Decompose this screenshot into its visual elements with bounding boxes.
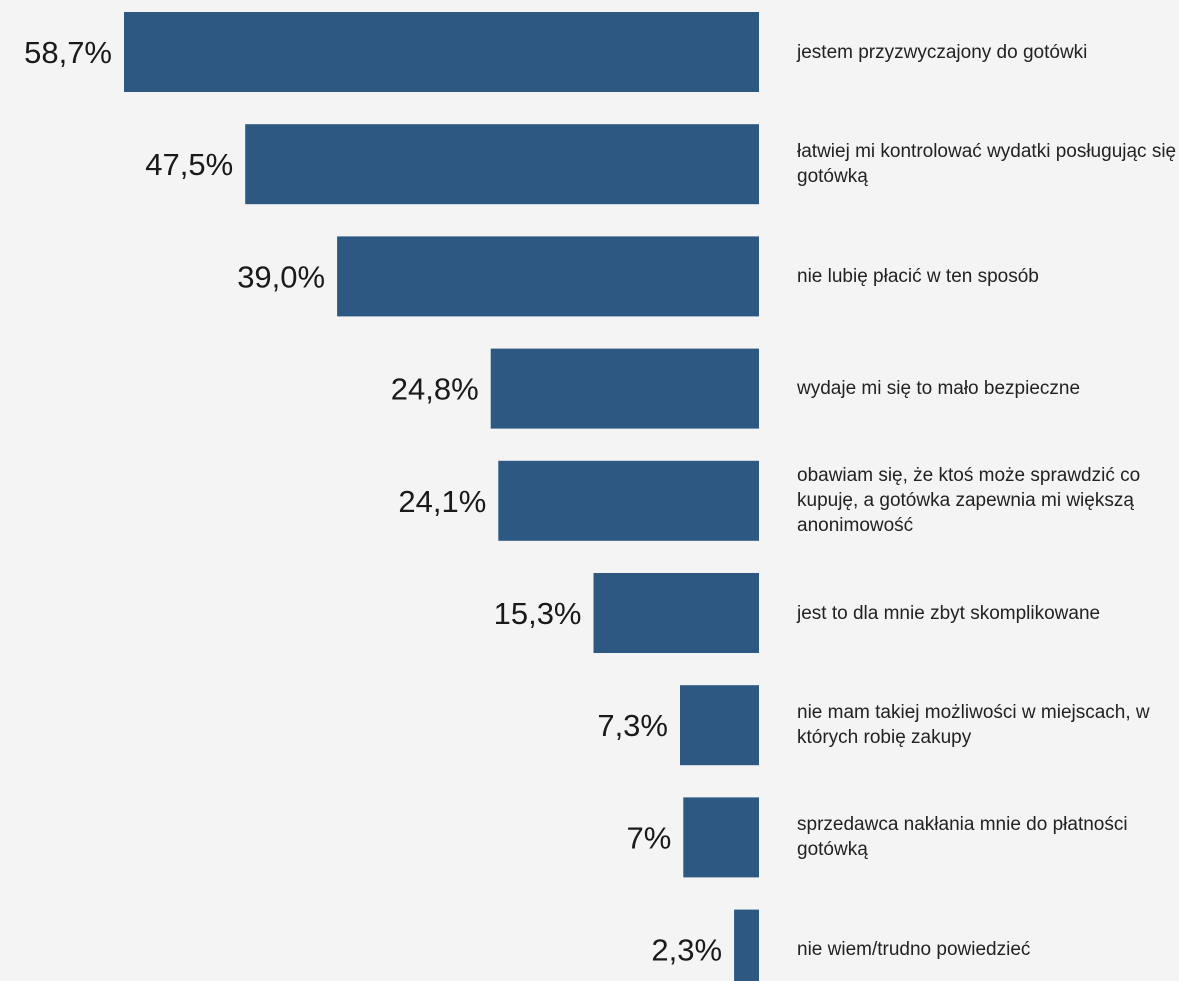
bar-5 <box>498 460 759 541</box>
value-label-8: 7% <box>626 820 671 855</box>
category-label-2: łatwiej mi kontrolować wydatki posługują… <box>797 141 1177 188</box>
category-label-6: jest to dla mnie zbyt skomplikowane <box>797 602 1101 624</box>
category-label-7: nie mam takiej możliwości w miejscach, w… <box>797 702 1150 749</box>
value-label-9: 2,3% <box>651 933 722 968</box>
value-label-2: 47,5% <box>145 147 233 182</box>
value-label-1: 58,7% <box>24 35 112 70</box>
bar-6 <box>593 573 759 653</box>
bar-8 <box>683 797 759 878</box>
bar-2 <box>245 124 759 205</box>
category-label-4: wydaje mi się to mało bezpieczne <box>797 378 1081 400</box>
value-label-5: 24,1% <box>398 484 486 519</box>
value-label-7: 7,3% <box>597 708 668 743</box>
bar-4 <box>490 348 759 429</box>
bar-7 <box>680 685 759 766</box>
bar-1 <box>124 12 759 92</box>
value-label-6: 15,3% <box>494 596 582 631</box>
category-label-1: jestem przyzwyczajony do gotówki <box>797 41 1088 63</box>
category-label-8: sprzedawca nakłania mnie do płatności go… <box>797 814 1128 861</box>
bar-9 <box>734 909 759 981</box>
bar-3 <box>337 236 759 317</box>
category-label-5: obawiam się, że ktoś może sprawdzić co k… <box>797 465 1141 537</box>
value-label-3: 39,0% <box>237 259 325 294</box>
value-label-4: 24,8% <box>391 372 479 407</box>
category-label-3: nie lubię płacić w ten sposób <box>797 265 1039 287</box>
category-label-9: nie wiem/trudno powiedzieć <box>797 939 1031 961</box>
